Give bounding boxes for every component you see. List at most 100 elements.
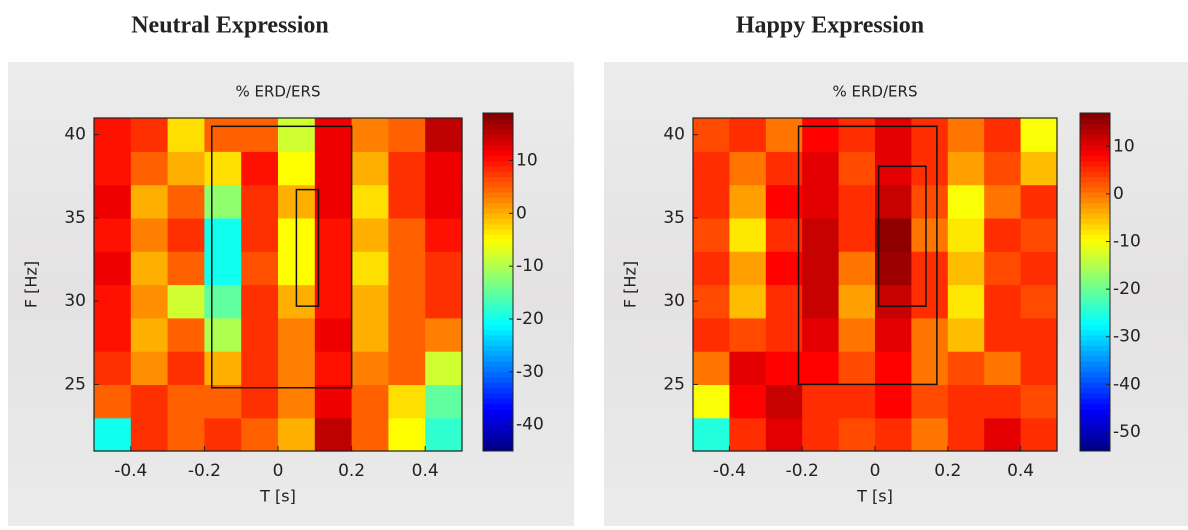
heatmap-cell [693, 317, 730, 352]
roi-box [295, 188, 320, 307]
colorbar-segment [483, 303, 513, 309]
colorbar-segment [1080, 419, 1110, 426]
heatmap-cell [94, 284, 132, 319]
heatmap-cell [425, 184, 463, 219]
colorbar-segment [1080, 382, 1110, 389]
x-tick-label: -0.2 [188, 461, 221, 481]
heatmap-cell [425, 384, 463, 419]
roi-box [211, 125, 353, 389]
colorbar-segment [1080, 361, 1110, 367]
heatmap-cell [838, 151, 876, 186]
heatmap-cell [278, 151, 316, 186]
heatmap-cell [802, 151, 840, 186]
heatmap-cell [1020, 217, 1058, 252]
heatmap-cell [693, 118, 730, 152]
heatmap-cell [314, 384, 353, 419]
heatmap-cell [875, 251, 912, 286]
colorbar-segment [1080, 176, 1110, 183]
heatmap-cell [729, 251, 767, 286]
colorbar-segment [483, 176, 513, 183]
colorbar-segment [483, 229, 513, 235]
heatmap-cell [351, 251, 389, 286]
heatmap-cell [911, 151, 949, 186]
heatmap-cell [693, 184, 730, 219]
heatmap-cell [911, 184, 949, 219]
heatmap-cell [278, 118, 316, 152]
heatmap-cell [765, 384, 803, 419]
heatmap-cell [693, 217, 730, 252]
y-tick-label: 30 [64, 291, 86, 311]
colorbar-segment [1080, 149, 1110, 156]
heatmap-cell [765, 251, 803, 286]
heatmap-cell [947, 284, 985, 319]
colorbar-segment [483, 208, 513, 214]
heatmap-cell [130, 384, 169, 419]
heatmap-cell [984, 251, 1022, 286]
colorbar-segment [483, 334, 513, 341]
heatmap-cell [765, 351, 803, 385]
colorbar-segment [483, 329, 513, 336]
y-tick-label: 40 [64, 125, 86, 145]
colorbar-segment [483, 398, 513, 404]
heatmap-cell [204, 251, 242, 286]
heatmap-cell [729, 417, 767, 452]
heatmap-cell [388, 217, 426, 252]
colorbar-segment [1080, 308, 1110, 315]
heatmap-cell [984, 184, 1022, 219]
heatmap-cell [167, 251, 205, 286]
colorbar-segment [1080, 218, 1110, 225]
colorbar-segment [483, 361, 513, 367]
heatmap-cell [130, 118, 169, 152]
y-tick-label: 35 [663, 208, 685, 228]
heatmap-cell [947, 118, 985, 152]
x-tick-label: 0.4 [1007, 461, 1034, 481]
colorbar-segment [483, 202, 513, 209]
heatmap-cell [947, 384, 985, 419]
colorbar-segment [1080, 340, 1110, 346]
heatmap-cell [875, 284, 912, 319]
heatmap-cell [984, 118, 1022, 152]
heatmap-cell [984, 317, 1022, 352]
heatmap-cell [130, 417, 169, 452]
heatmap-cell [130, 184, 169, 219]
colorbar-segment [1080, 155, 1110, 162]
colorbar-segment [1080, 334, 1110, 341]
colorbar-segment [483, 192, 513, 198]
colorbar-segment [1080, 245, 1110, 251]
heatmap-cell [241, 317, 279, 352]
colorbar-segment [1080, 297, 1110, 304]
colorbar-segment [483, 197, 513, 204]
y-tick-label: 35 [64, 208, 86, 228]
colorbar-segment [1080, 282, 1110, 288]
heatmap-cell [802, 317, 840, 352]
heatmap-cell [875, 417, 912, 452]
heatmap-cell [351, 317, 389, 352]
heatmap-cell [204, 184, 242, 219]
colorbar-segment [483, 350, 513, 357]
heatmap-cell [838, 284, 876, 319]
heatmap-cell [693, 284, 730, 319]
heatmap-cell [314, 251, 353, 286]
heatmap-cell [130, 217, 169, 252]
colorbar-segment [1080, 403, 1110, 410]
heatmap-cell [1020, 317, 1058, 352]
colorbar-segment [483, 345, 513, 352]
heatmap-cell [838, 217, 876, 252]
subtitle: % ERD/ERS [236, 83, 321, 101]
heatmap-cell [875, 118, 912, 152]
heatmap-cell [351, 118, 389, 152]
heatmap-cell [94, 317, 132, 352]
colorbar-segment [483, 313, 513, 320]
colorbar-segment [483, 408, 513, 415]
heatmap-cell [241, 284, 279, 319]
colorbar-segment [1080, 276, 1110, 283]
colorbar-segment [1080, 292, 1110, 299]
colorbar-tick-label: -10 [1113, 232, 1141, 252]
colorbar-segment [483, 382, 513, 389]
colorbar-tick-label: -10 [516, 256, 544, 276]
heatmap-cell [765, 217, 803, 252]
heatmap-cell [314, 351, 353, 385]
colorbar-segment [1080, 355, 1110, 362]
colorbar-segment [483, 324, 513, 331]
heatmap-cell [94, 217, 132, 252]
